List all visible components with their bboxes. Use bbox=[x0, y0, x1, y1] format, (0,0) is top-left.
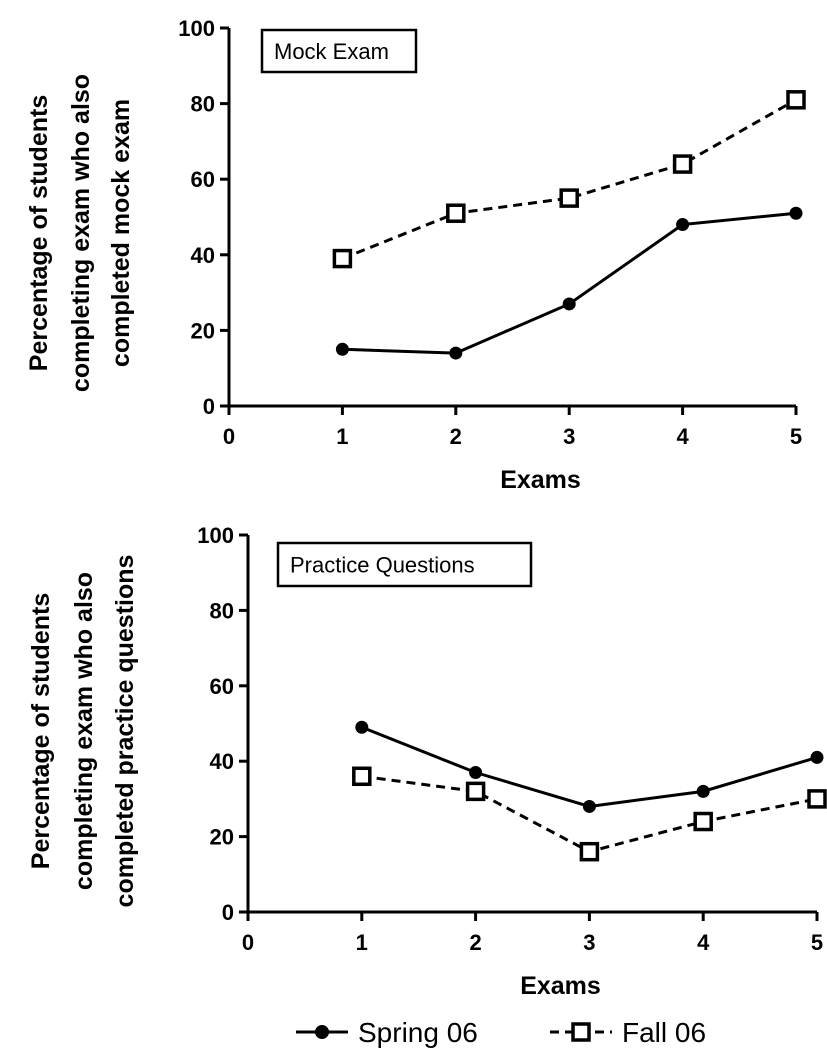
y-axis-title-line: completing exam who also bbox=[67, 74, 95, 392]
y-tick-label: 20 bbox=[191, 318, 215, 343]
legend: Spring 06 Fall 06 bbox=[296, 1017, 706, 1048]
data-point-spring-06 bbox=[582, 799, 596, 813]
x-tick-label: 0 bbox=[223, 424, 235, 449]
data-point-spring-06 bbox=[469, 766, 483, 780]
data-point-fall-06 bbox=[807, 789, 827, 809]
practice-questions-chart: 0 20 40 60 80 100 0 1 2 3 4 5 Exams Percentage of stu… bbox=[27, 523, 827, 1000]
legend-marker-square bbox=[571, 1022, 591, 1042]
y-axis-title-line: Percentage of students bbox=[27, 593, 55, 869]
data-point-fall-06 bbox=[446, 203, 466, 223]
data-point-fall-06 bbox=[352, 766, 372, 787]
data-point-spring-06 bbox=[355, 720, 369, 734]
legend-label: Fall 06 bbox=[622, 1017, 706, 1048]
x-tick-label: 3 bbox=[563, 424, 575, 449]
y-tick-label: 100 bbox=[178, 16, 215, 41]
y-tick-label: 60 bbox=[191, 167, 215, 192]
x-tick-label: 0 bbox=[242, 930, 254, 955]
y-tick-label: 20 bbox=[210, 825, 234, 850]
x-tick-label: 1 bbox=[356, 930, 368, 955]
data-point-spring-06 bbox=[676, 218, 690, 232]
data-point-fall-06 bbox=[786, 90, 806, 110]
data-point-spring-06 bbox=[335, 342, 349, 356]
x-tick-label: 2 bbox=[450, 424, 462, 449]
data-point-fall-06 bbox=[693, 811, 713, 832]
mock-exam-chart: 0 20 40 60 80 100 0 1 2 3 4 5 Exams Percentage of stu… bbox=[25, 16, 806, 494]
y-tick-label: 0 bbox=[222, 900, 234, 925]
x-tick-label: 2 bbox=[469, 930, 481, 955]
series-line-fall-06 bbox=[341, 98, 797, 260]
chart-title-box bbox=[276, 541, 533, 588]
data-point-fall-06 bbox=[672, 154, 693, 174]
chart-title: Practice Questions bbox=[290, 553, 475, 578]
series-line-spring-06 bbox=[342, 211, 797, 355]
data-point-spring-06 bbox=[449, 346, 463, 360]
y-axis-title-line: Percentage of students bbox=[25, 95, 53, 371]
data-point-spring-06 bbox=[810, 750, 824, 764]
x-tick-label: 3 bbox=[583, 930, 595, 955]
x-tick-label: 5 bbox=[811, 930, 823, 955]
y-tick-label: 80 bbox=[191, 92, 215, 117]
data-point-spring-06 bbox=[696, 784, 710, 798]
y-axis-title-line: completing exam who also bbox=[70, 572, 98, 890]
y-tick-label: 40 bbox=[210, 749, 234, 774]
chart-title: Mock Exam bbox=[274, 39, 389, 64]
y-tick-label: 40 bbox=[191, 243, 215, 268]
data-point-fall-06 bbox=[465, 781, 486, 802]
data-point-spring-06 bbox=[789, 206, 803, 220]
x-tick-label: 4 bbox=[676, 424, 689, 449]
y-tick-label: 0 bbox=[203, 394, 215, 419]
series-line-spring-06 bbox=[361, 725, 818, 808]
data-point-fall-06 bbox=[332, 248, 353, 269]
y-axis-title-line: completed practice questions bbox=[111, 555, 139, 908]
y-axis-title-line: completed mock exam bbox=[107, 99, 135, 367]
data-point-fall-06 bbox=[559, 188, 579, 208]
data-point-fall-06 bbox=[579, 841, 600, 862]
x-tick-label: 1 bbox=[336, 424, 348, 449]
y-tick-label: 80 bbox=[210, 598, 234, 623]
data-point-spring-06 bbox=[562, 297, 576, 311]
x-axis-title: Exams bbox=[500, 466, 581, 494]
legend-label: Spring 06 bbox=[358, 1017, 478, 1048]
x-tick-label: 4 bbox=[697, 930, 710, 955]
x-tick-label: 5 bbox=[790, 424, 802, 449]
legend-marker-circle bbox=[315, 1025, 329, 1039]
x-axis-title: Exams bbox=[520, 972, 601, 1000]
y-tick-label: 100 bbox=[197, 523, 234, 548]
series-line-fall-06 bbox=[361, 774, 818, 854]
chart-title-box bbox=[260, 28, 418, 74]
y-tick-label: 60 bbox=[210, 674, 234, 699]
